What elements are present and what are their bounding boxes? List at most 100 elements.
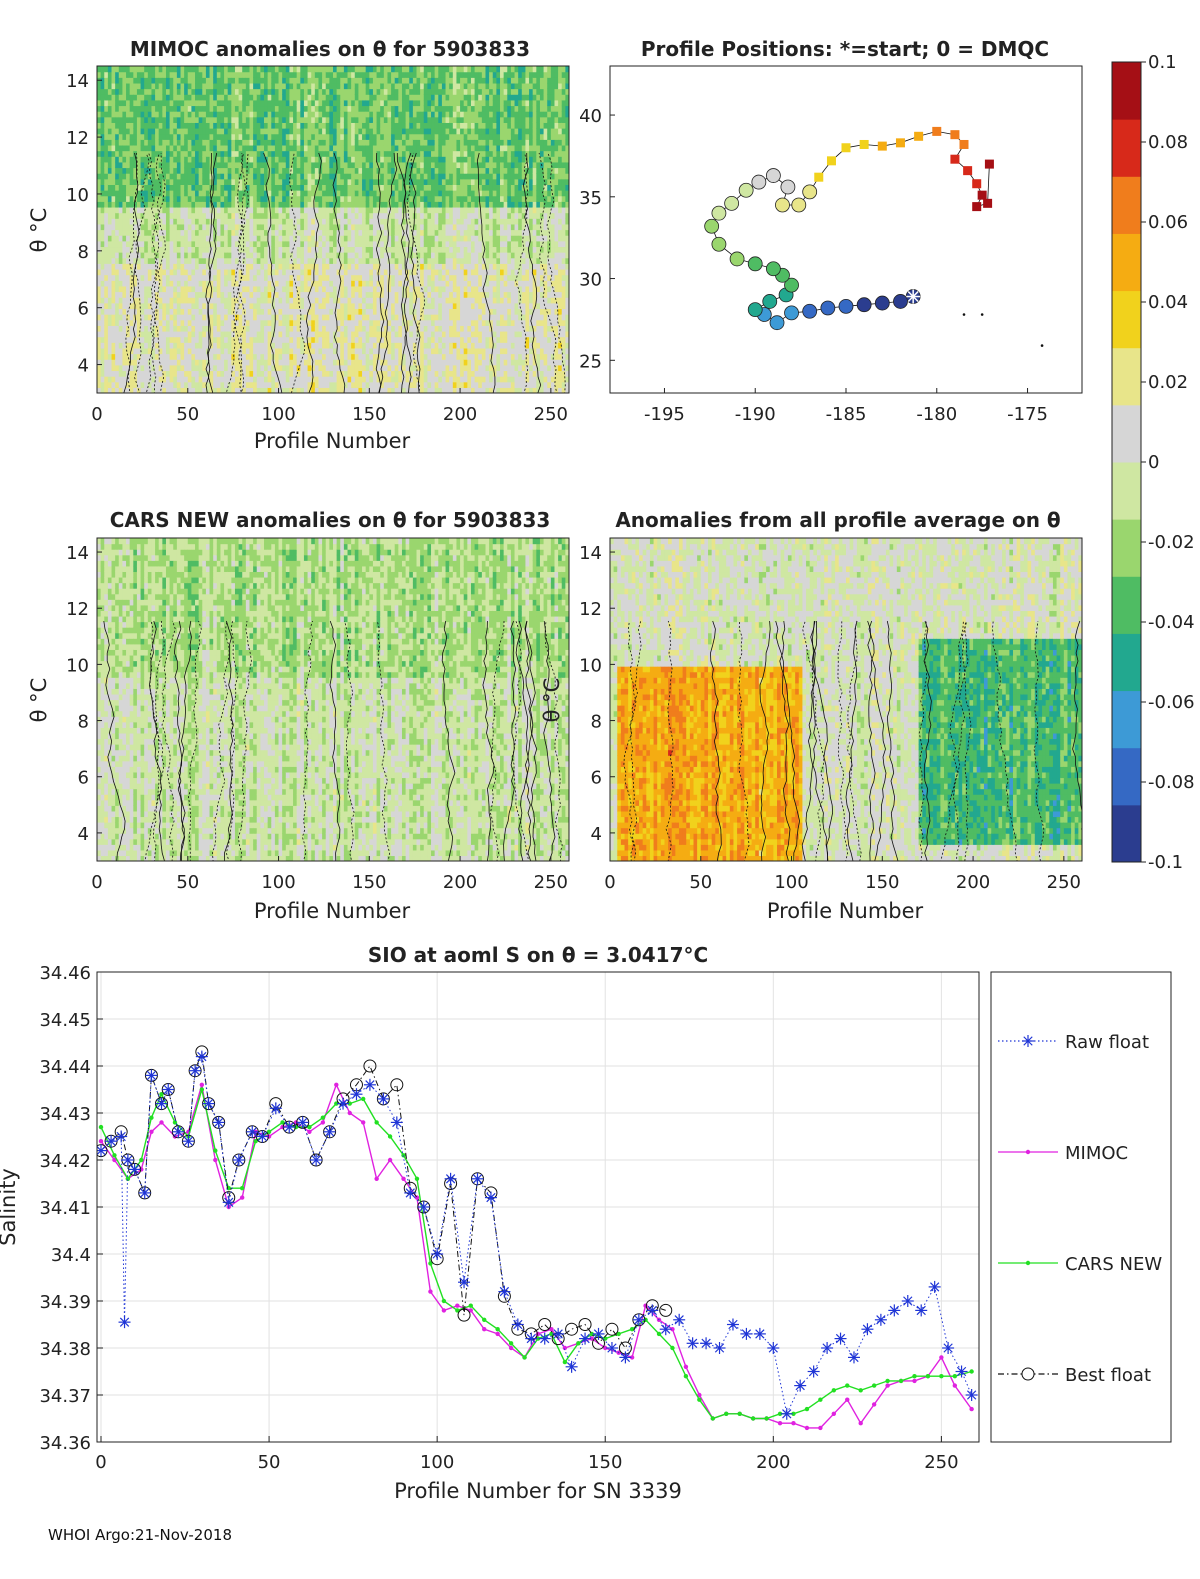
heat-cell [405, 246, 410, 253]
heat-cell [111, 246, 116, 253]
heat-cell [307, 370, 312, 377]
heat-cell [401, 252, 407, 259]
heat-cell [325, 325, 330, 332]
heat-cell [285, 319, 291, 326]
heat-cell [147, 94, 153, 101]
heat-cell [387, 88, 392, 95]
heat-cell [380, 297, 385, 304]
heat-cell [231, 268, 236, 276]
heat-cell [391, 353, 396, 360]
heat-cell [249, 195, 254, 202]
heat-cell [173, 330, 178, 338]
heat-cell [394, 105, 399, 112]
heat-cell [220, 150, 225, 157]
heat-cell [351, 342, 356, 349]
heat-cell [282, 268, 287, 276]
heat-cell [285, 285, 291, 293]
heat-cell [383, 263, 389, 270]
heat-cell [242, 257, 247, 264]
heat-cell [97, 128, 102, 135]
heat-cell [122, 359, 127, 366]
heat-cell [115, 308, 120, 315]
heat-cell [115, 336, 120, 343]
heat-cell [151, 387, 156, 393]
heat-cell [354, 144, 360, 152]
heat-cell [213, 111, 218, 118]
heat-cell [369, 195, 374, 202]
heat-cell [289, 190, 294, 197]
heat-cell [147, 308, 153, 315]
heat-cell [245, 223, 251, 231]
heat-cell [140, 336, 145, 343]
heat-cell [126, 88, 131, 95]
heat-cell [318, 167, 323, 174]
heat-cell [365, 116, 370, 123]
heat-cell [329, 285, 334, 293]
heat-cell [311, 336, 316, 343]
heat-cell [351, 285, 356, 293]
heat-cell [376, 280, 381, 287]
heat-cell [151, 274, 156, 281]
heat-cell [387, 246, 392, 253]
heat-cell [278, 82, 283, 90]
heat-cell [376, 139, 381, 146]
heat-cell [329, 302, 334, 310]
heat-cell [394, 201, 399, 208]
heat-cell [322, 150, 327, 157]
heat-cell [267, 144, 272, 152]
heat-cell [111, 190, 116, 197]
heat-cell [303, 325, 309, 332]
heat-cell [227, 325, 232, 332]
heat-cell [176, 190, 182, 197]
heat-cell [405, 178, 410, 185]
heat-cell [155, 99, 160, 107]
heat-cell [195, 178, 200, 185]
heat-cell [118, 116, 124, 123]
heat-cell [151, 223, 156, 231]
heat-cell [318, 116, 323, 123]
heat-cell [318, 139, 323, 146]
heat-cell [191, 167, 196, 174]
heat-cell [343, 150, 349, 157]
heat-cell [216, 325, 222, 332]
heat-cell [391, 71, 396, 78]
heat-cell [362, 302, 367, 310]
heat-cell [333, 122, 338, 129]
heat-cell [387, 206, 392, 214]
heat-cell [325, 133, 330, 140]
heat-cell [260, 133, 265, 140]
heat-cell [264, 325, 269, 332]
heat-cell [347, 364, 352, 372]
heat-cell [133, 342, 138, 349]
heat-cell [398, 71, 403, 78]
heat-cell [165, 156, 171, 163]
heat-cell [333, 71, 338, 78]
heat-cell [314, 71, 320, 78]
heat-cell [372, 116, 378, 123]
heat-cell [380, 128, 385, 135]
heat-cell [253, 291, 258, 298]
heat-cell [195, 240, 200, 248]
heat-cell [151, 156, 156, 163]
heat-cell [383, 122, 389, 129]
heat-cell [195, 330, 200, 338]
heat-cell [391, 252, 396, 259]
heat-cell [155, 201, 160, 208]
heat-cell [187, 314, 192, 321]
heat-cell [133, 178, 138, 185]
heat-cell [205, 285, 211, 293]
heat-cell [333, 66, 338, 73]
heat-cell [155, 314, 160, 321]
heat-cell [394, 297, 399, 304]
heat-cell [300, 268, 305, 276]
heat-cell [347, 218, 352, 225]
heat-cell [140, 88, 145, 95]
heat-cell [195, 308, 200, 315]
heat-cell [347, 257, 352, 264]
heat-cell [354, 263, 360, 270]
heat-cell [271, 246, 276, 253]
heat-cell [358, 268, 363, 276]
heat-cell [129, 99, 134, 107]
heat-cell [224, 218, 229, 225]
heat-cell [140, 144, 145, 152]
